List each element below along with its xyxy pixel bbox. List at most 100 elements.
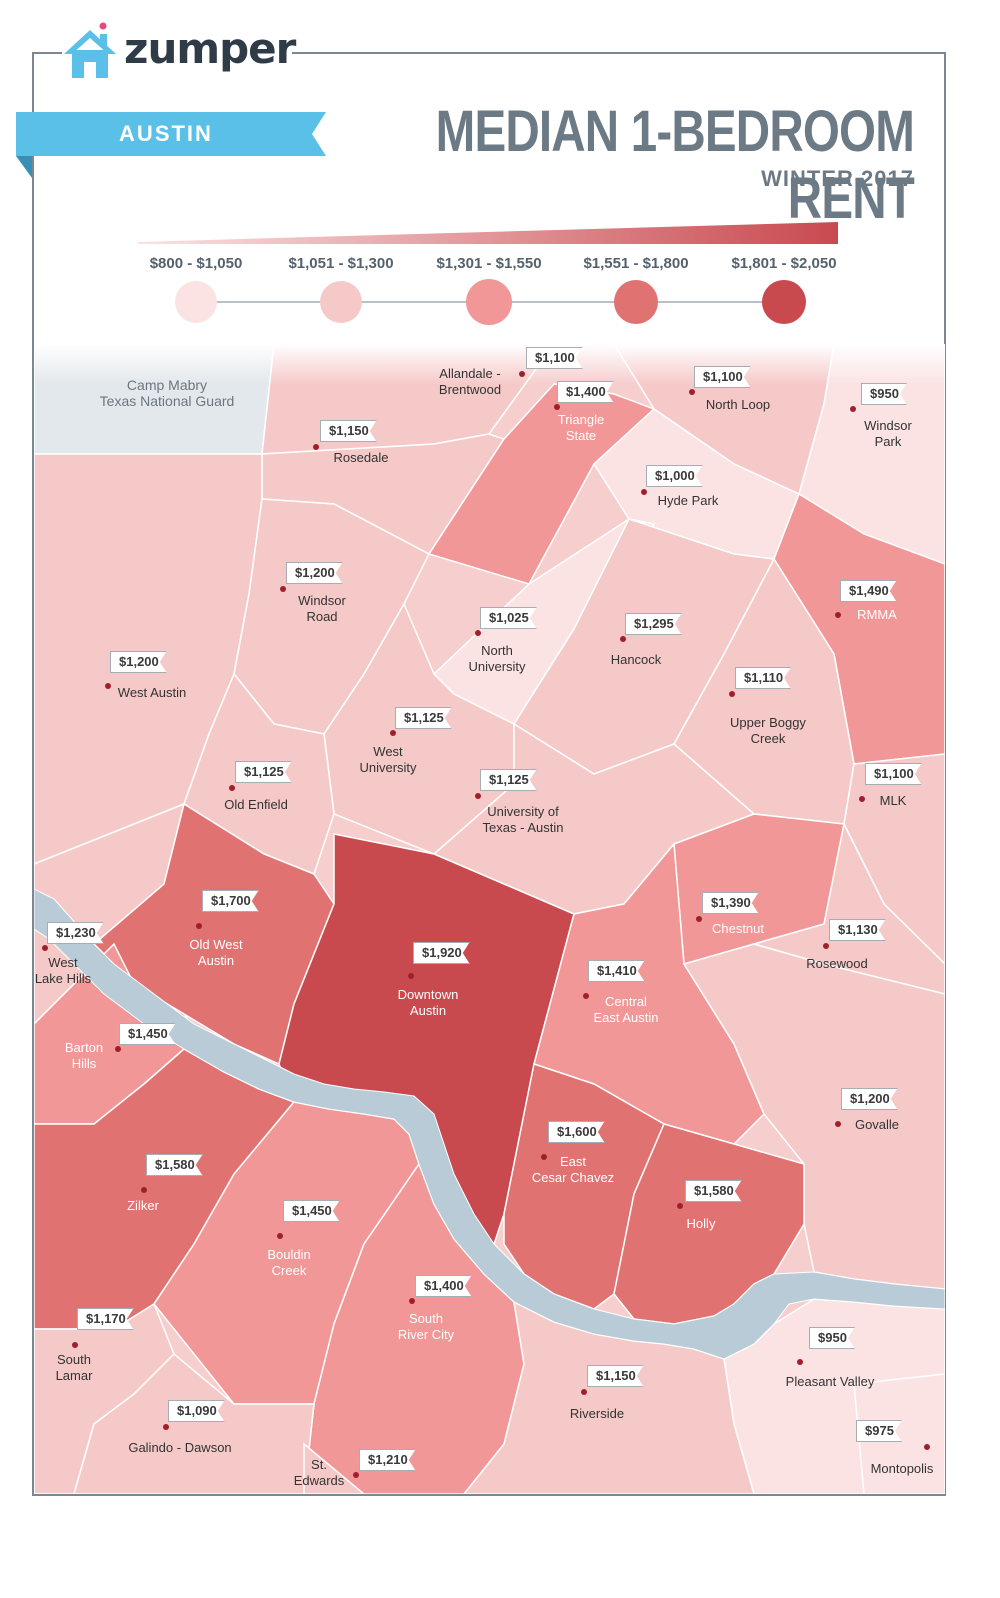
neighborhood-name-line: South: [57, 1352, 91, 1367]
neighborhood-name-line: West: [373, 744, 403, 759]
price-label: $1,450: [119, 1023, 176, 1045]
city-ribbon: AUSTIN: [16, 112, 326, 178]
price-label: $1,125: [480, 769, 537, 791]
neighborhood-name: RMMA: [807, 607, 947, 623]
neighborhood-name-line: Hills: [71, 1056, 97, 1071]
location-pin-icon: [583, 993, 589, 999]
neighborhood-name-line: State: [565, 428, 597, 443]
location-pin-icon: [72, 1342, 78, 1348]
neighborhood-name-line: Park: [874, 434, 902, 449]
price-label: $1,700: [202, 890, 259, 912]
neighborhood-name-line: Zilker: [127, 1198, 159, 1213]
neighborhood-name-line: Rosewood: [806, 956, 868, 971]
price-label: $1,600: [548, 1121, 605, 1143]
heart-icon: [99, 22, 107, 30]
neighborhood-name-line: Galindo - Dawson: [128, 1440, 232, 1455]
price-label: $1,125: [235, 761, 292, 783]
neighborhood-name-line: University: [468, 659, 526, 674]
location-pin-icon: [689, 389, 695, 395]
neighborhood-name-line: Windsor: [298, 593, 346, 608]
neighborhood-name: Upper Boggy Creek: [698, 715, 838, 747]
neighborhood-name-line: Riverside: [569, 1406, 625, 1421]
price-label: $1,230: [47, 922, 104, 944]
region-montopolis: [853, 1373, 945, 1494]
neighborhood-name-line: Lamar: [55, 1368, 93, 1383]
legend-label-2: $1,301 - $1,550: [436, 255, 542, 272]
location-pin-icon: [42, 945, 48, 951]
neighborhood-name: Hyde Park: [618, 493, 758, 509]
neighborhood-name: Riverside: [527, 1406, 667, 1422]
location-pin-icon: [390, 730, 396, 736]
neighborhood-name: Windsor Road: [252, 593, 392, 625]
price-label: $1,100: [694, 366, 751, 388]
location-pin-icon: [924, 1444, 930, 1450]
price-label: $1,025: [480, 607, 537, 629]
neighborhood-name: Montopolis: [832, 1461, 972, 1477]
neighborhood-name: Zilker: [73, 1198, 213, 1214]
location-pin-icon: [823, 943, 829, 949]
neighborhood-name-line: MLK: [879, 793, 907, 808]
neighborhood-name-line: Texas - Austin: [482, 820, 564, 835]
price-label: $975: [856, 1420, 902, 1442]
neighborhood-name: Hancock: [566, 652, 706, 668]
legend-swatch-3: [614, 280, 658, 324]
price-label: $1,000: [646, 465, 703, 487]
location-pin-icon: [850, 406, 856, 412]
neighborhood-name: South River City: [356, 1311, 496, 1343]
location-pin-icon: [409, 1298, 415, 1304]
neighborhood-name-line: Brentwood: [438, 382, 502, 397]
location-pin-icon: [475, 793, 481, 799]
price-label: $1,580: [685, 1180, 742, 1202]
location-pin-icon: [541, 1154, 547, 1160]
location-pin-icon: [408, 973, 414, 979]
house-icon: [64, 22, 116, 78]
neighborhood-name-line: Road: [306, 609, 338, 624]
location-pin-icon: [581, 1389, 587, 1395]
neighborhood-name: Rosedale: [291, 450, 431, 466]
price-label: $1,200: [841, 1088, 898, 1110]
infographic-frame: [32, 52, 946, 1496]
neighborhood-name-line: Montopolis: [870, 1461, 934, 1476]
region-st-edwards: [303, 1442, 366, 1494]
zumper-logo: zumper: [62, 22, 296, 82]
neighborhood-name: Central East Austin: [556, 994, 696, 1026]
price-label: $1,295: [625, 613, 682, 635]
neighborhood-name: Holly: [631, 1216, 771, 1232]
neighborhood-name: Bouldin Creek: [219, 1247, 359, 1279]
neighborhood-name: Barton Hills: [14, 1040, 154, 1072]
legend-label-1: $1,051 - $1,300: [288, 255, 394, 272]
region-old-west-austin: [92, 802, 335, 1066]
location-pin-icon: [677, 1203, 683, 1209]
neighborhood-name: Pleasant Valley: [760, 1374, 900, 1390]
neighborhood-name-line: Austin: [197, 953, 235, 968]
price-label: $1,125: [395, 707, 452, 729]
legend-label-4: $1,801 - $2,050: [731, 255, 837, 272]
neighborhood-name-line: Chestnut: [711, 921, 765, 936]
page-title: MEDIAN 1-BEDROOM RENT: [435, 99, 915, 231]
price-label: $1,210: [359, 1449, 416, 1471]
neighborhood-name-line: Austin: [409, 1003, 447, 1018]
neighborhood-name-line: Edwards: [293, 1473, 345, 1488]
neighborhood-name-line: University: [359, 760, 417, 775]
price-label: $1,130: [829, 919, 886, 941]
location-pin-icon: [475, 630, 481, 636]
neighborhood-name-line: Cesar Chavez: [531, 1170, 615, 1185]
price-label: $1,490: [840, 580, 897, 602]
neighborhood-name: West Austin: [82, 685, 222, 701]
park-name-line1: Camp Mabry: [126, 377, 208, 393]
legend-label-0: $800 - $1,050: [149, 255, 243, 272]
location-pin-icon: [859, 796, 865, 802]
neighborhood-name-line: North: [481, 643, 513, 658]
neighborhood-name: Downtown Austin: [358, 987, 498, 1019]
neighborhood-name-line: Rosedale: [333, 450, 389, 465]
neighborhood-name-line: Govalle: [854, 1117, 900, 1132]
page-subtitle: WINTER 2017: [761, 166, 914, 191]
price-label: $1,390: [702, 892, 759, 914]
price-label: $1,400: [557, 381, 614, 403]
neighborhood-name: St. Edwards: [249, 1457, 389, 1489]
neighborhood-name-line: North Loop: [705, 397, 771, 412]
park-name-line2: Texas National Guard: [99, 393, 235, 409]
location-pin-icon: [277, 1233, 283, 1239]
neighborhood-name-line: East Austin: [593, 1010, 659, 1025]
brand-name: zumper: [124, 24, 296, 73]
